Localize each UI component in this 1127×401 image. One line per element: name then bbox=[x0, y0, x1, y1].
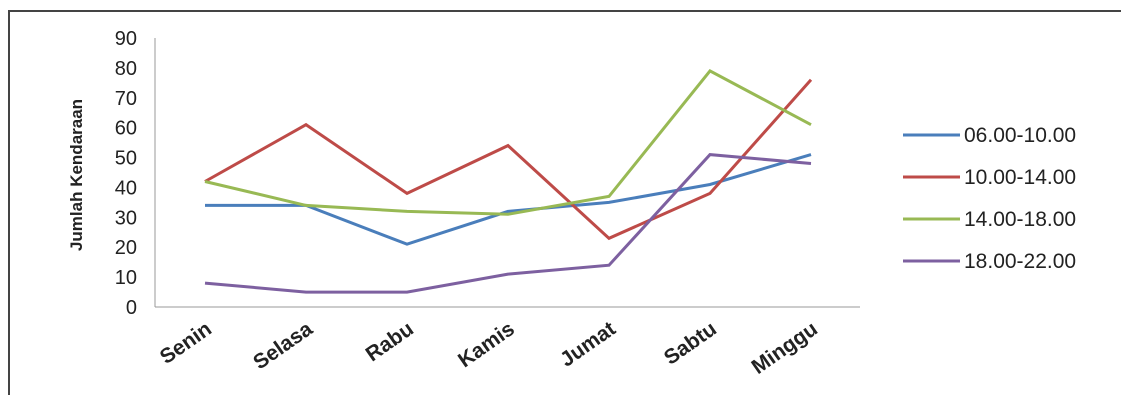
legend-label: 18.00-22.00 bbox=[964, 250, 1076, 273]
x-tick-label: Selasa bbox=[249, 317, 317, 374]
y-tick-label: 30 bbox=[115, 207, 137, 229]
series-line-4 bbox=[204, 153, 812, 294]
legend-label: 10.00-14.00 bbox=[964, 166, 1076, 189]
series-lines bbox=[204, 68, 813, 294]
y-axis-label: Jumlah Kendaraan bbox=[67, 99, 86, 251]
x-tick-label: Jumat bbox=[556, 317, 620, 371]
y-tick-label: 10 bbox=[115, 267, 137, 289]
legend-label: 06.00-10.00 bbox=[964, 124, 1076, 147]
x-tick-label: Sabtu bbox=[660, 317, 721, 369]
y-tick-label: 50 bbox=[115, 148, 137, 170]
y-tick-label: 60 bbox=[115, 118, 137, 140]
series-line-1 bbox=[205, 153, 812, 246]
series-line-2 bbox=[204, 78, 813, 241]
x-tick-label: Minggu bbox=[748, 317, 822, 379]
x-tick-label: Rabu bbox=[362, 317, 418, 366]
axes bbox=[154, 38, 860, 308]
series-line-3 bbox=[204, 68, 812, 216]
y-tick-label: 80 bbox=[115, 58, 137, 80]
y-tick-labels: 0 10 20 30 40 50 60 70 80 90 bbox=[115, 28, 137, 319]
y-tick-label: 0 bbox=[126, 297, 137, 319]
legend-label: 14.00-18.00 bbox=[964, 208, 1076, 231]
y-tick-label: 90 bbox=[115, 28, 137, 50]
y-tick-label: 70 bbox=[115, 88, 137, 110]
x-tick-label: Senin bbox=[156, 317, 216, 369]
chart-frame bbox=[8, 10, 1121, 395]
legend: 06.00-10.00 10.00-14.00 14.00-18.00 18.00-2… bbox=[903, 124, 1076, 273]
x-tick-label: Kamis bbox=[454, 317, 519, 372]
x-tick-labels: Senin Selasa Rabu Kamis Jumat Sabtu Minggu bbox=[156, 317, 822, 379]
y-tick-label: 40 bbox=[115, 177, 137, 199]
y-tick-label: 20 bbox=[115, 237, 137, 259]
